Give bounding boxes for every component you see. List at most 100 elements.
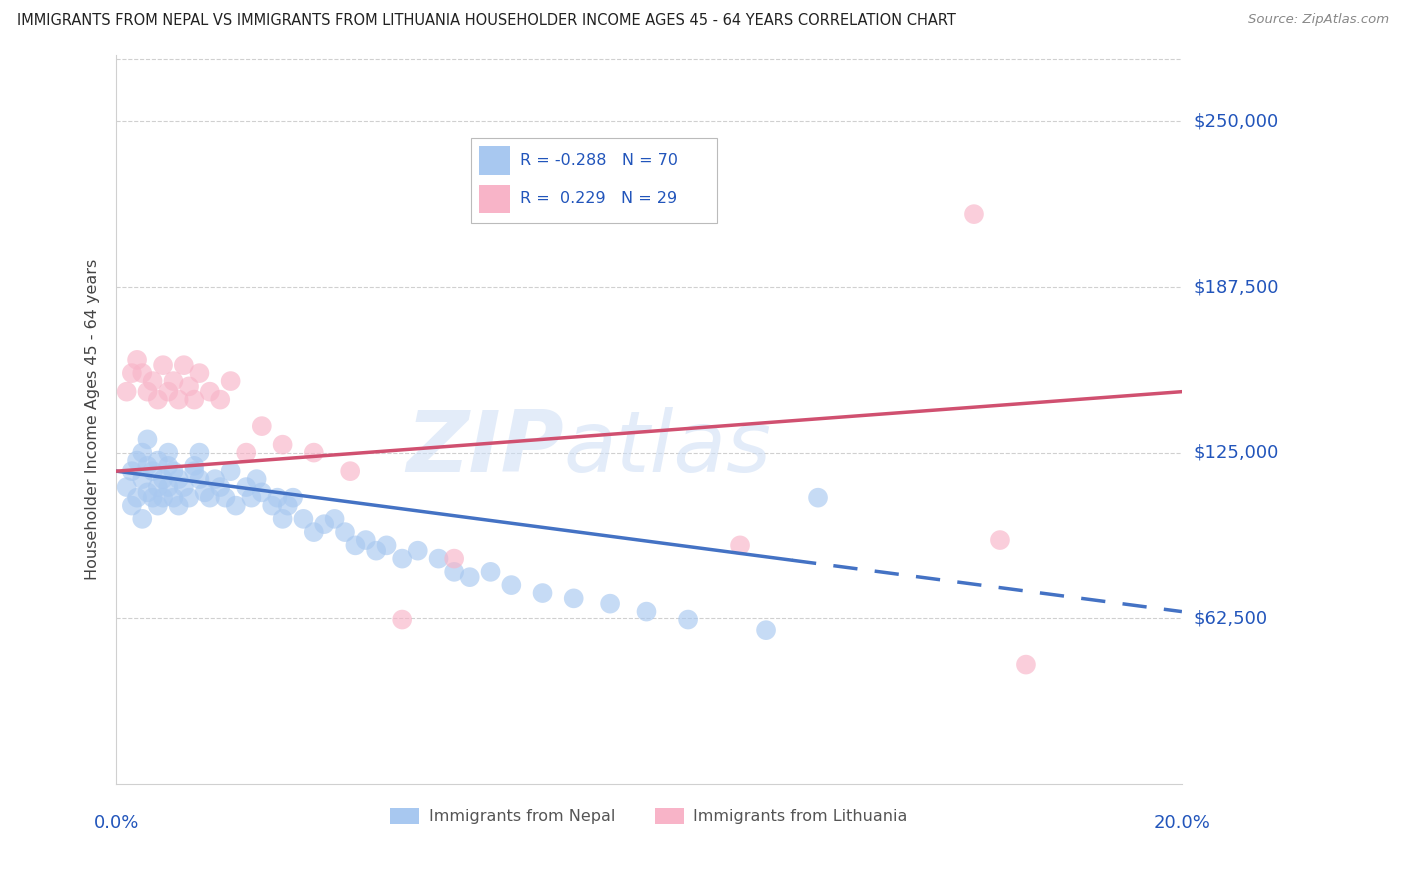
Point: [333, 525, 356, 540]
Point: [375, 538, 398, 552]
Point: [339, 464, 361, 478]
Point: [323, 512, 346, 526]
Point: [146, 392, 169, 407]
Point: [162, 374, 184, 388]
Point: [146, 480, 169, 494]
Point: [271, 438, 294, 452]
Text: R =  0.229   N = 29: R = 0.229 N = 29: [520, 192, 678, 206]
Point: [136, 458, 159, 473]
Point: [167, 499, 190, 513]
Point: [728, 538, 751, 552]
Point: [501, 578, 523, 592]
Text: 20.0%: 20.0%: [1153, 814, 1211, 832]
Point: [121, 499, 143, 513]
Point: [366, 543, 388, 558]
Point: [250, 419, 273, 434]
Text: $62,500: $62,500: [1194, 609, 1267, 627]
Point: [167, 392, 190, 407]
Point: [188, 445, 211, 459]
Point: [121, 464, 143, 478]
Point: [219, 374, 242, 388]
Point: [988, 533, 1011, 547]
Point: [177, 491, 200, 505]
Point: [219, 464, 242, 478]
Point: [225, 499, 247, 513]
Point: [162, 491, 184, 505]
Text: $187,500: $187,500: [1194, 278, 1278, 296]
Point: [235, 445, 257, 459]
Point: [125, 491, 148, 505]
Point: [209, 392, 232, 407]
Point: [198, 384, 221, 399]
Text: IMMIGRANTS FROM NEPAL VS IMMIGRANTS FROM LITHUANIA HOUSEHOLDER INCOME AGES 45 - : IMMIGRANTS FROM NEPAL VS IMMIGRANTS FROM…: [17, 13, 956, 29]
Point: [250, 485, 273, 500]
Text: atlas: atlas: [564, 407, 772, 490]
Point: [314, 517, 336, 532]
Text: $125,000: $125,000: [1194, 443, 1278, 462]
Point: [152, 491, 174, 505]
Point: [173, 358, 195, 372]
Point: [1015, 657, 1038, 672]
Point: [152, 472, 174, 486]
Point: [183, 458, 205, 473]
Point: [271, 512, 294, 526]
Point: [204, 472, 226, 486]
Point: [142, 491, 165, 505]
Point: [131, 445, 153, 459]
Point: [136, 485, 159, 500]
Point: [125, 453, 148, 467]
Point: [406, 543, 429, 558]
Legend: Immigrants from Nepal, Immigrants from Lithuania: Immigrants from Nepal, Immigrants from L…: [384, 801, 914, 830]
Point: [125, 352, 148, 367]
Point: [146, 499, 169, 513]
Point: [152, 358, 174, 372]
Point: [344, 538, 367, 552]
Point: [146, 453, 169, 467]
Point: [162, 464, 184, 478]
Point: [157, 384, 180, 399]
Point: [131, 472, 153, 486]
Point: [183, 464, 205, 478]
Point: [131, 512, 153, 526]
Point: [183, 392, 205, 407]
Point: [676, 613, 699, 627]
Point: [391, 613, 413, 627]
Point: [277, 499, 299, 513]
Point: [443, 551, 465, 566]
Point: [235, 480, 257, 494]
Point: [121, 366, 143, 380]
Point: [157, 458, 180, 473]
Point: [479, 565, 502, 579]
Point: [531, 586, 554, 600]
Point: [963, 207, 986, 221]
Point: [427, 551, 450, 566]
Point: [188, 472, 211, 486]
Point: [443, 565, 465, 579]
Point: [281, 491, 304, 505]
Point: [599, 597, 621, 611]
Point: [157, 480, 180, 494]
Text: R = -0.288   N = 70: R = -0.288 N = 70: [520, 153, 678, 168]
Point: [177, 379, 200, 393]
Point: [458, 570, 481, 584]
Point: [636, 605, 658, 619]
Point: [173, 480, 195, 494]
Point: [198, 491, 221, 505]
Point: [214, 491, 236, 505]
Point: [302, 445, 325, 459]
Point: [302, 525, 325, 540]
Text: 0.0%: 0.0%: [94, 814, 139, 832]
Point: [115, 480, 138, 494]
Point: [142, 464, 165, 478]
Point: [240, 491, 263, 505]
Point: [807, 491, 830, 505]
Point: [136, 384, 159, 399]
Point: [562, 591, 585, 606]
Point: [262, 499, 284, 513]
Point: [354, 533, 377, 547]
Point: [157, 445, 180, 459]
Point: [209, 480, 232, 494]
Point: [246, 472, 269, 486]
Text: Source: ZipAtlas.com: Source: ZipAtlas.com: [1249, 13, 1389, 27]
Y-axis label: Householder Income Ages 45 - 64 years: Householder Income Ages 45 - 64 years: [86, 259, 100, 580]
